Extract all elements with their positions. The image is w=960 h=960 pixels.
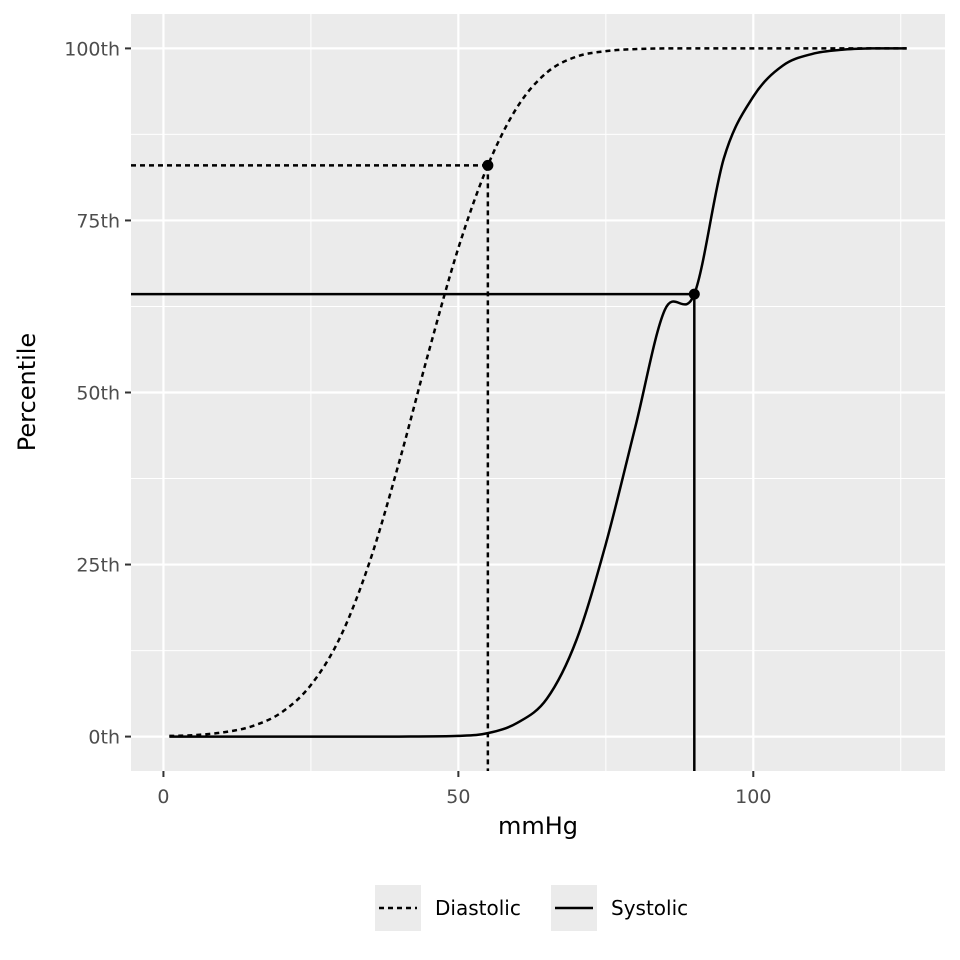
- y-tick-label: 25th: [76, 555, 120, 577]
- y-axis-title: Percentile: [13, 333, 41, 451]
- legend: Diastolic Systolic: [375, 885, 688, 931]
- x-tick-label: 0: [157, 786, 169, 808]
- y-axis: 0th 25th 50th 75th 100th: [64, 38, 131, 749]
- legend-label: Systolic: [611, 896, 688, 920]
- legend-label: Diastolic: [435, 896, 521, 920]
- y-tick-label: 50th: [76, 383, 120, 405]
- x-axis: 0 50 100: [157, 771, 771, 808]
- x-tick-label: 50: [446, 786, 470, 808]
- y-tick-label: 75th: [76, 210, 120, 232]
- highlight-point-diastolic: [482, 159, 494, 171]
- series-line-diastolic: [169, 47, 907, 738]
- y-tick-label: 100th: [64, 38, 120, 60]
- series-layer: [169, 47, 907, 738]
- series-line-systolic: [169, 47, 907, 738]
- legend-item-systolic: Systolic: [551, 885, 688, 931]
- highlight-point-systolic: [688, 288, 700, 300]
- highlight-layer: [131, 159, 700, 771]
- x-axis-title: mmHg: [498, 812, 578, 840]
- x-tick-label: 100: [735, 786, 771, 808]
- legend-item-diastolic: Diastolic: [375, 885, 521, 931]
- y-tick-label: 0th: [88, 727, 120, 749]
